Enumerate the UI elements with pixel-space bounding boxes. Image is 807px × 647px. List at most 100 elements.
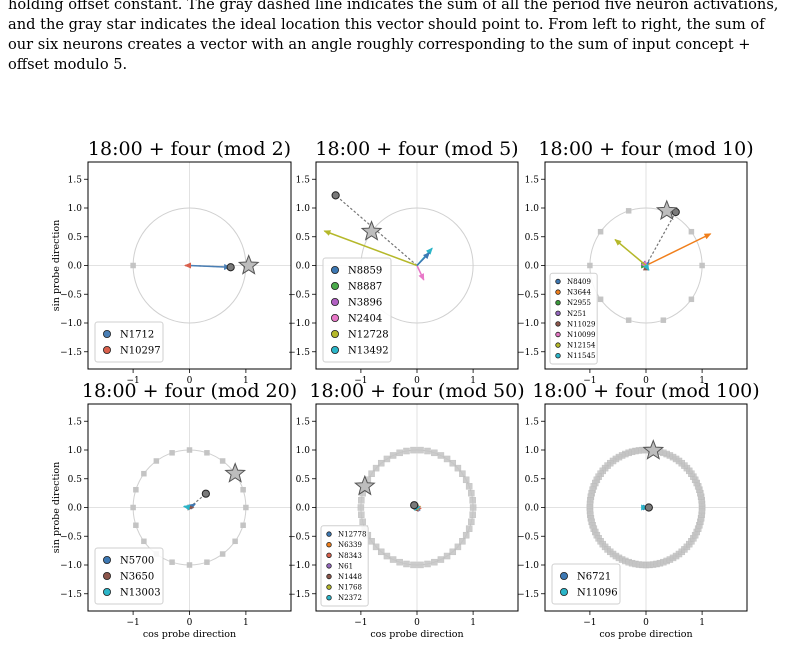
x-tick-label: 1	[699, 376, 705, 386]
caption-line: holding offset constant. The gray dashed…	[8, 0, 779, 13]
legend-label: N10297	[120, 346, 161, 357]
neuron-vector	[182, 504, 191, 511]
x-tick-label: 0	[414, 618, 420, 628]
y-tick-label: 0.0	[296, 262, 311, 272]
y-tick-label: −1.5	[60, 590, 82, 600]
circle-marker	[186, 562, 193, 568]
x-tick-label: 1	[699, 618, 705, 628]
legend-marker	[103, 345, 112, 354]
subplot-5: 18:00 + four (mod 100) −1 0 1 1.5 1.0 0.5 0.0 −0…	[517, 380, 760, 640]
circle-marker	[141, 538, 147, 545]
legend-box	[322, 257, 392, 363]
x-tick-label: −1	[583, 618, 596, 628]
circle-marker	[358, 511, 365, 518]
circle-marker	[424, 560, 431, 568]
circle-marker	[240, 522, 246, 529]
legend-box	[320, 525, 369, 607]
legend-label: N3650	[120, 572, 154, 583]
y-tick-label: −0.5	[288, 290, 310, 300]
legend-label: N11096	[577, 588, 618, 599]
y-tick-label: −1.0	[517, 319, 539, 329]
x-tick-label: 1	[243, 376, 249, 386]
ideal-star	[642, 439, 665, 460]
x-tick-label: 1	[470, 376, 476, 386]
circle-marker	[389, 452, 397, 459]
legend: N8859 N8887 N3896 N2404 N12728 N13492	[322, 257, 392, 363]
circle-marker	[465, 483, 473, 490]
legend-label: N1448	[338, 573, 362, 581]
legend-label: N12778	[338, 531, 366, 539]
subplot-title: 18:00 + four (mod 20)	[82, 380, 297, 402]
y-tick-label: −1.0	[60, 561, 82, 571]
circle-marker	[383, 455, 391, 463]
sum-point	[331, 191, 340, 200]
y-tick-label: 0.0	[68, 262, 83, 272]
neuron-vector	[645, 233, 712, 267]
legend-marker	[103, 329, 112, 338]
legend-label: N8859	[348, 266, 382, 277]
y-tick-label: 1.5	[68, 175, 83, 185]
circle-marker	[660, 317, 667, 323]
legend-marker	[555, 342, 561, 348]
y-tick-label: 0.5	[525, 475, 540, 485]
subplot-3: 18:00 + four (mod 20) −1 0 1 1.5 1.0 0.5 0.0 −0.…	[51, 380, 297, 640]
circle-marker	[389, 556, 397, 563]
x-tick-label: −1	[354, 376, 367, 386]
sum-point	[226, 263, 235, 272]
circle-marker	[133, 522, 139, 529]
ideal-star	[237, 254, 260, 275]
circle-marker	[396, 558, 403, 566]
legend-label: N12728	[348, 330, 389, 341]
subplot-title: 18:00 + four (mod 2)	[88, 138, 291, 160]
legend-label: N13003	[120, 588, 161, 599]
plot-content	[545, 162, 747, 369]
circle-marker	[403, 447, 410, 455]
y-tick-label: 1.0	[525, 446, 540, 456]
legend-marker	[330, 265, 339, 274]
circle-marker	[469, 497, 476, 504]
x-axis-label: cos probe direction	[143, 629, 236, 640]
circle-marker	[372, 464, 380, 472]
x-tick-label: 0	[643, 618, 649, 628]
circle-marker	[454, 464, 462, 472]
y-tick-label: −0.5	[288, 532, 310, 542]
legend-label: N6721	[577, 572, 611, 583]
legend: N8409 N3644 N2955 N251 N11029 N10099 N12154 N11…	[549, 272, 598, 365]
circle-marker	[459, 538, 466, 545]
legend: N5700 N3650 N13003	[94, 547, 164, 605]
legend-box	[94, 547, 164, 605]
legend-marker	[330, 297, 339, 306]
y-tick-label: −1.0	[288, 319, 310, 329]
legend-marker	[103, 572, 112, 581]
circle-marker	[358, 497, 365, 504]
y-tick-label: 0.0	[525, 262, 540, 272]
sum-point	[201, 489, 210, 498]
caption-line: offset modulo 5.	[8, 56, 128, 73]
ideal-star	[360, 220, 383, 241]
y-tick-label: 1.0	[68, 446, 83, 456]
circle-marker	[465, 525, 473, 532]
legend-marker	[330, 313, 339, 322]
legend-label: N1712	[120, 330, 154, 341]
legend-label: N2372	[338, 594, 362, 602]
legend-marker	[103, 556, 112, 565]
legend-marker	[555, 310, 561, 316]
circle-marker	[372, 543, 380, 551]
circle-marker	[410, 561, 417, 569]
legend-label: N11029	[567, 320, 595, 328]
caption-line: and the gray star indicates the ideal lo…	[8, 16, 765, 33]
legend-marker	[326, 595, 332, 601]
legend-label: N12154	[567, 342, 596, 350]
circle-marker	[377, 459, 385, 467]
circle-marker	[204, 450, 210, 456]
circle-marker	[368, 538, 375, 545]
circle-marker	[410, 446, 417, 454]
circle-marker	[454, 543, 462, 551]
y-tick-label: 1.0	[68, 204, 83, 214]
legend-label: N8887	[348, 282, 382, 293]
circle-marker	[469, 504, 477, 511]
y-tick-label: 1.0	[525, 204, 540, 214]
circle-marker	[219, 551, 226, 557]
subplot-title: 18:00 + four (mod 10)	[538, 138, 753, 160]
legend-marker	[330, 281, 339, 290]
